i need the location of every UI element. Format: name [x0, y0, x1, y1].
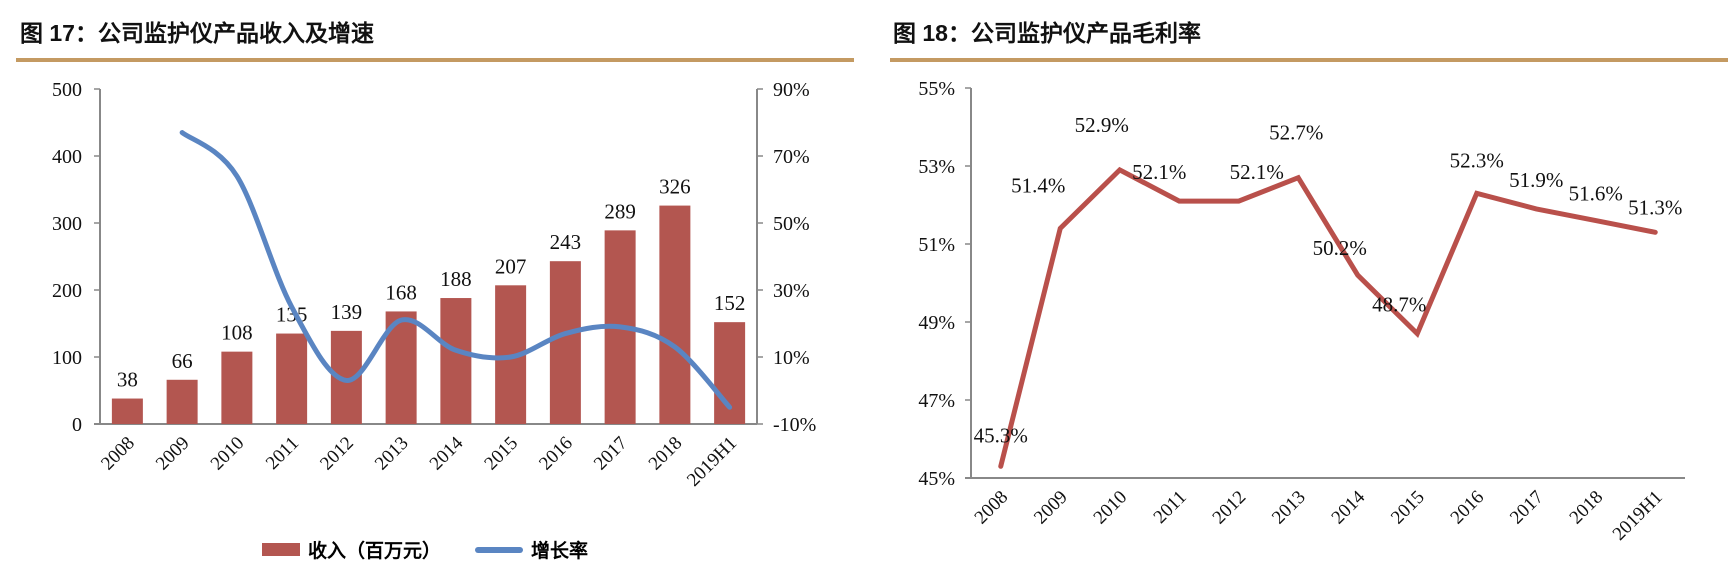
right-y-tick-label: 90% — [773, 79, 810, 101]
revenue-bar-label: 243 — [550, 230, 582, 254]
gross-margin-label: 52.3% — [1450, 148, 1504, 172]
x-tick-label: 2015 — [480, 433, 522, 475]
x-tick-label: 2011 — [262, 433, 303, 474]
margin-x-tick-label: 2015 — [1387, 487, 1429, 529]
gross-margin-line — [998, 166, 1658, 469]
margin-x-tick-label: 2017 — [1506, 487, 1548, 529]
revenue-bar-label: 168 — [385, 280, 417, 304]
gross-margin-label: 52.1% — [1132, 160, 1186, 184]
gross-margin-label: 51.6% — [1569, 182, 1623, 206]
gross-margin-label: 51.3% — [1628, 195, 1682, 219]
margin-y-tick-label: 45% — [918, 468, 955, 490]
margin-x-tick-label: 2012 — [1209, 487, 1251, 529]
gross-margin-label: 51.9% — [1509, 168, 1563, 192]
right-title-rule — [890, 58, 1728, 62]
margin-y-tick-label: 53% — [918, 156, 955, 178]
left-legend: 收入（百万元） 增长率 — [262, 536, 588, 563]
right-y-tick-label: 50% — [773, 213, 810, 235]
revenue-bar-label: 152 — [714, 291, 746, 315]
legend-line-label: 增长率 — [531, 541, 589, 562]
revenue-bar-label: 66 — [172, 349, 193, 373]
margin-x-tick-label: 2013 — [1268, 487, 1310, 529]
revenue-bar-2010 — [221, 351, 253, 424]
revenue-bar-2014 — [440, 298, 472, 424]
left-y-tick-label: 400 — [52, 146, 82, 168]
x-tick-label: 2016 — [535, 433, 577, 475]
right-y-tick-label: 10% — [773, 347, 810, 369]
x-tick-label: 2019H1 — [683, 433, 741, 491]
revenue-bar-label: 289 — [604, 199, 636, 223]
left-y-tick-label: 300 — [52, 213, 82, 235]
legend-bar-swatch — [262, 543, 300, 556]
margin-x-tick-label: 2014 — [1328, 486, 1370, 528]
x-tick-label: 2018 — [645, 433, 687, 475]
revenue-bar-label: 139 — [331, 300, 363, 324]
gross-margin-label: 50.2% — [1313, 236, 1367, 260]
gross-margin-label: 51.4% — [1011, 173, 1065, 197]
right-chart-title: 图 18：公司监护仪产品毛利率 — [893, 20, 1201, 46]
margin-x-tick-label: 2019H1 — [1609, 487, 1667, 545]
gross-margin-label: 45.3% — [974, 423, 1028, 447]
margin-x-tick-label: 2018 — [1566, 487, 1608, 529]
right-y-tick-label: -10% — [773, 414, 816, 436]
revenue-bar-label: 326 — [659, 175, 691, 199]
revenue-bar-2018 — [659, 205, 691, 424]
left-y-tick-label: 500 — [52, 79, 82, 101]
x-tick-label: 2013 — [371, 433, 413, 475]
revenue-bar-2016 — [549, 261, 581, 424]
gross-margin-label: 52.7% — [1269, 121, 1323, 145]
x-tick-label: 2014 — [426, 432, 468, 474]
growth-rate-line — [179, 130, 733, 410]
margin-y-tick-label: 49% — [918, 312, 955, 334]
x-tick-label: 2010 — [207, 433, 249, 475]
margin-x-tick-label: 2008 — [971, 487, 1013, 529]
margin-y-tick-label: 47% — [918, 390, 955, 412]
left-chart-title: 图 17：公司监护仪产品收入及增速 — [20, 20, 374, 46]
margin-x-tick-label: 2010 — [1090, 487, 1132, 529]
revenue-bar-2009 — [166, 379, 198, 424]
gross-margin-label: 52.9% — [1075, 113, 1129, 137]
legend-line-swatch — [475, 546, 524, 553]
revenue-bar-label: 108 — [221, 321, 253, 345]
x-tick-label: 2009 — [152, 433, 194, 475]
margin-x-tick-label: 2016 — [1447, 487, 1489, 529]
right-y-tick-label: 70% — [773, 146, 810, 168]
gross-margin-label: 52.1% — [1230, 160, 1284, 184]
x-tick-label: 2012 — [316, 433, 358, 475]
revenue-bar-label: 38 — [117, 368, 138, 392]
left-title-rule — [16, 58, 854, 62]
left-y-tick-label: 100 — [52, 347, 82, 369]
revenue-bar-2011 — [276, 333, 308, 424]
revenue-bar-label: 207 — [495, 254, 527, 278]
revenue-bar-label: 188 — [440, 267, 472, 291]
left-y-tick-label: 0 — [72, 414, 82, 436]
x-tick-label: 2008 — [97, 433, 139, 475]
gross-margin-label: 48.7% — [1372, 293, 1426, 317]
right-y-tick-label: 30% — [773, 280, 810, 302]
margin-x-tick-label: 2011 — [1150, 487, 1191, 528]
x-tick-label: 2017 — [590, 433, 632, 475]
revenue-bar-2008 — [111, 398, 143, 424]
margin-y-tick-label: 51% — [918, 234, 955, 256]
margin-y-tick-label: 55% — [918, 78, 955, 100]
margin-x-tick-label: 2009 — [1030, 487, 1072, 529]
left-y-tick-label: 200 — [52, 280, 82, 302]
legend-bar-label: 收入（百万元） — [308, 541, 442, 562]
